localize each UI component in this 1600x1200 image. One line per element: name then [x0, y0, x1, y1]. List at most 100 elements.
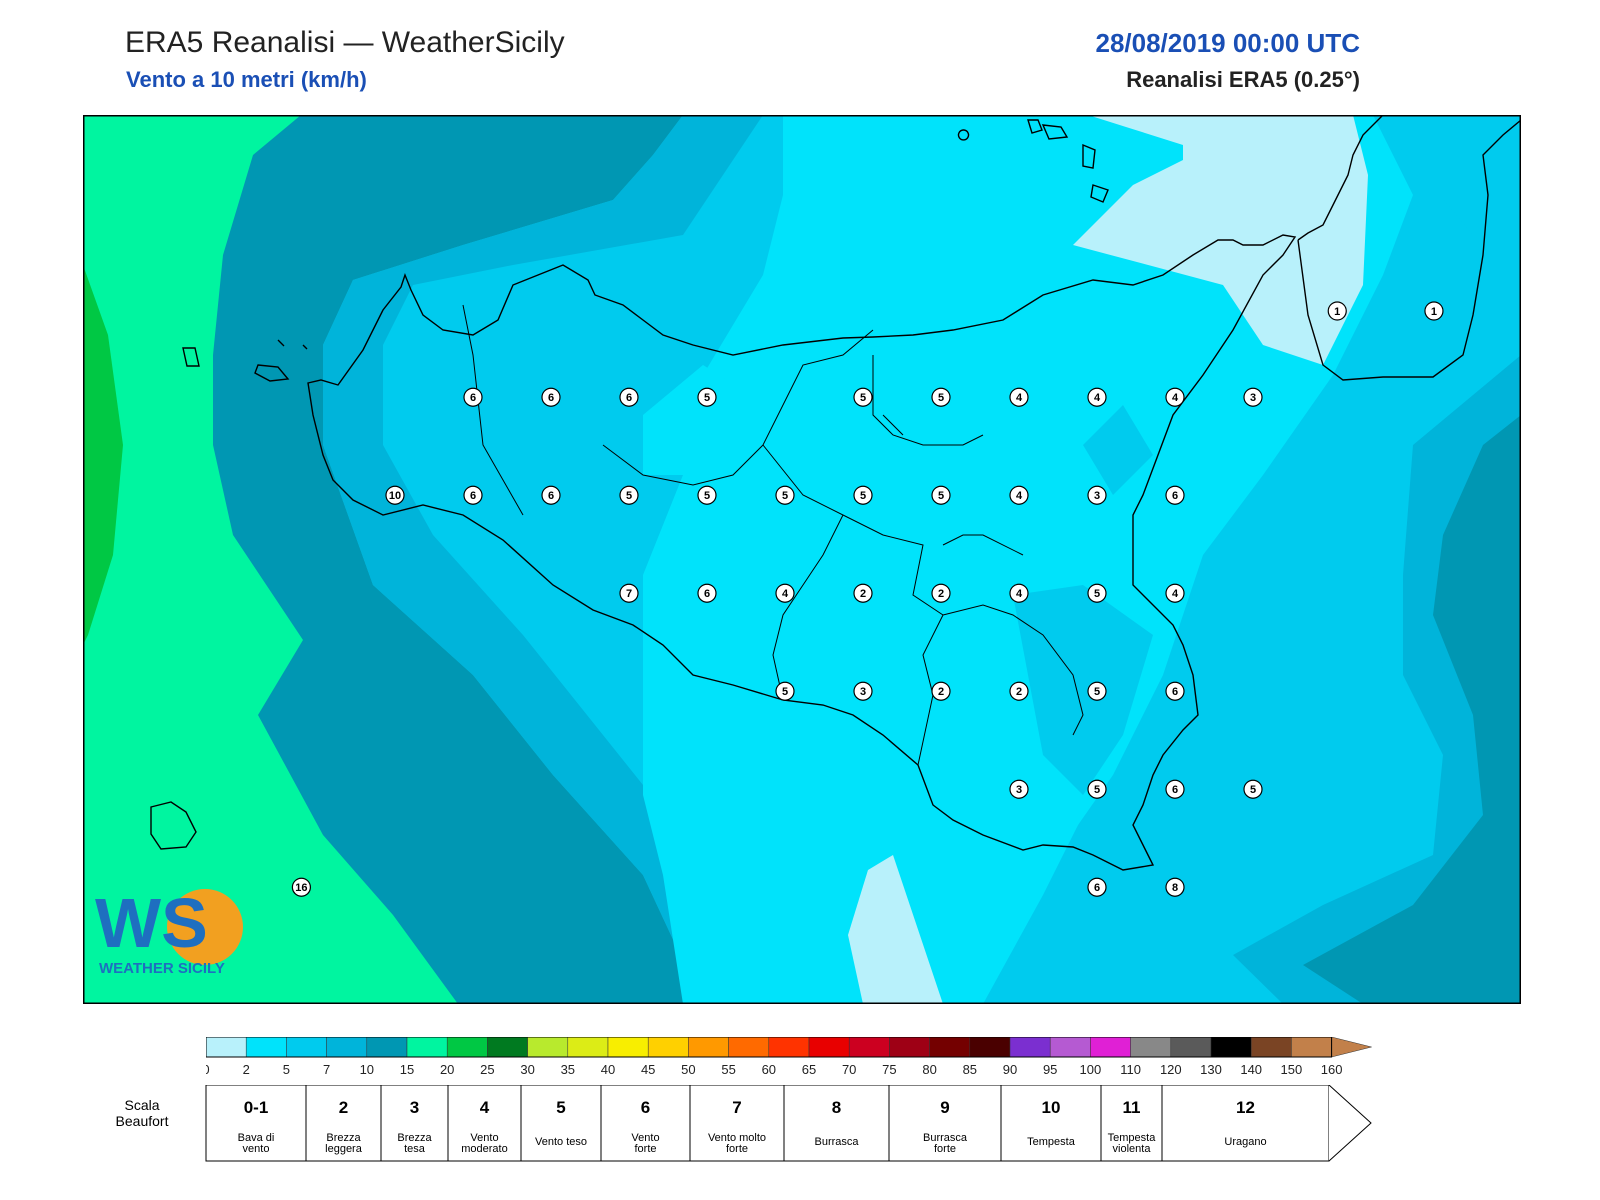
station-marker: 6 [1165, 681, 1185, 701]
station-circle [463, 387, 483, 407]
station-circle [1087, 387, 1107, 407]
beaufort-class: 10 Tempesta [1000, 1085, 1102, 1162]
colorbar-tick-label: 130 [1200, 1062, 1222, 1077]
beaufort-class: 8 Burrasca [783, 1085, 890, 1162]
station-marker: 5 [931, 485, 951, 505]
colorbar-tick-label: 45 [641, 1062, 655, 1077]
station-value: 5 [782, 686, 788, 698]
wind-band-15-20 [83, 115, 458, 1004]
colorbar-tick-label: 75 [882, 1062, 896, 1077]
station-marker: 4 [1165, 387, 1185, 407]
station-circle [1424, 301, 1444, 321]
station-marker: 6 [619, 387, 639, 407]
sun-icon [167, 889, 243, 965]
station-value: 5 [1094, 588, 1100, 600]
station-circle [1009, 387, 1029, 407]
colorbar-cell [1250, 1037, 1292, 1058]
station-circle [1327, 301, 1347, 321]
beaufort-class: 4 Vento moderato [447, 1085, 522, 1162]
station-marker: 10 [385, 485, 405, 505]
station-circle [853, 681, 873, 701]
beaufort-number: 12 [1236, 1098, 1255, 1117]
beaufort-number: 10 [1042, 1098, 1061, 1117]
station-circle [1087, 877, 1107, 897]
station-marker: 7 [619, 583, 639, 603]
station-markers: 1 16 6 6 5 5 5 4 4 4 310 6 6 5 5 5 5 5 4 3 67 6 4 2 2 4 5 45 3 2 2 5 63 5… [291, 301, 1444, 897]
colorbar-cell [286, 1037, 327, 1058]
beaufort-number: 4 [480, 1098, 490, 1117]
station-value: 4 [1172, 392, 1179, 404]
station-circle [697, 387, 717, 407]
station-circle [1165, 387, 1185, 407]
station-marker: 2 [931, 583, 951, 603]
colorbar-tick-label: 110 [1120, 1062, 1141, 1077]
colorbar-tick-label: 40 [601, 1062, 615, 1077]
station-circle [775, 485, 795, 505]
colorbar-cell [1130, 1037, 1172, 1058]
station-circle [1243, 387, 1263, 407]
colorbar-cell [567, 1037, 609, 1058]
station-circle [853, 485, 873, 505]
station-marker: 5 [1087, 583, 1107, 603]
colorbar-cell [647, 1037, 689, 1058]
station-value: 6 [548, 392, 554, 404]
station-circle [1009, 681, 1029, 701]
station-circle [541, 485, 561, 505]
pantelleria-island [150, 801, 197, 850]
station-value: 5 [1250, 784, 1256, 796]
station-marker: 5 [931, 387, 951, 407]
beaufort-name: Brezza tesa [397, 1132, 432, 1155]
station-marker: 6 [541, 485, 561, 505]
colorbar-cell [728, 1037, 770, 1058]
station-marker: 4 [1009, 583, 1029, 603]
station-circle [619, 485, 639, 505]
wind-speed-field [83, 115, 1521, 1004]
beaufort-class: 2 Brezza leggera [305, 1085, 382, 1162]
colorbar-tick-label: 60 [762, 1062, 776, 1077]
beaufort-name: Bava di vento [238, 1132, 275, 1155]
beaufort-name: Burrasca [814, 1136, 859, 1148]
station-circle [1087, 779, 1107, 799]
colorbar-arrow [1331, 1037, 1372, 1058]
colorbar-cell [206, 1037, 247, 1058]
station-circle [1243, 779, 1263, 799]
station-value: 3 [860, 686, 866, 698]
station-circle [619, 583, 639, 603]
beaufort-scale: Scala Beaufort 0-1 Bava di vento 2 Brezza legg… [116, 1085, 1372, 1162]
colorbar-cell [1049, 1037, 1091, 1058]
station-marker: 3 [1087, 485, 1107, 505]
station-value: 5 [938, 392, 944, 404]
colorbar-cell [808, 1037, 850, 1058]
colorbar-tick-label: 30 [520, 1062, 534, 1077]
station-marker: 3 [1243, 387, 1263, 407]
beaufort-number: 9 [940, 1098, 949, 1117]
station-circle [1009, 485, 1029, 505]
station-marker: 1 [1424, 301, 1444, 321]
colorbar-cell [1210, 1037, 1252, 1058]
station-circle [1009, 779, 1029, 799]
beaufort-name: Burrasca forte [923, 1132, 968, 1155]
colorbar-cell [1090, 1037, 1131, 1058]
colorbar-cell [929, 1037, 971, 1058]
wind-band-20-25 [83, 265, 123, 645]
beaufort-number: 2 [339, 1098, 348, 1117]
beaufort-name: Tempesta violenta [1108, 1132, 1157, 1155]
colorbar-tick-label: 95 [1043, 1062, 1057, 1077]
colorbar-tick-label: 55 [721, 1062, 735, 1077]
station-circle [1087, 485, 1107, 505]
station-value: 4 [1016, 392, 1023, 404]
station-marker: 5 [697, 387, 717, 407]
logo-text: WEATHER SICILY [99, 960, 225, 977]
station-marker: 5 [853, 387, 873, 407]
station-value: 5 [626, 490, 632, 502]
station-circle [931, 387, 951, 407]
station-marker: 4 [1009, 485, 1029, 505]
station-value: 6 [1172, 686, 1178, 698]
station-value: 2 [1016, 686, 1022, 698]
colorbar-cell [245, 1037, 287, 1058]
station-value: 6 [1172, 490, 1178, 502]
colorbar-tick-label: 10 [360, 1062, 374, 1077]
colorbar-cell [366, 1037, 408, 1058]
colorbar-tick-label: 35 [561, 1062, 575, 1077]
map-subtitle: Vento a 10 metri (km/h) [126, 67, 367, 92]
